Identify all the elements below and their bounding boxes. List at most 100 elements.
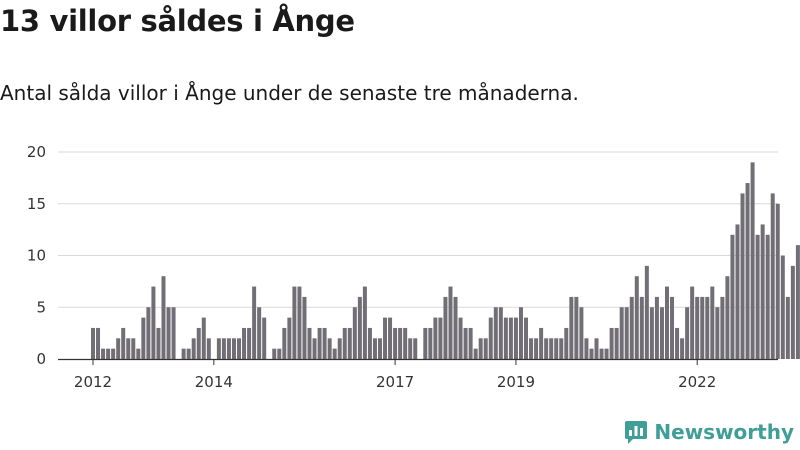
- bar: [609, 327, 614, 359]
- brand-name: Newsworthy: [654, 420, 794, 444]
- bar: [448, 286, 453, 359]
- bar: [312, 338, 317, 359]
- x-tick-label: 2012: [74, 373, 112, 391]
- bar: [619, 307, 624, 359]
- bar: [775, 203, 780, 359]
- bar: [282, 327, 287, 359]
- bar: [332, 348, 337, 359]
- bar: [468, 327, 473, 359]
- bar: [624, 307, 629, 359]
- bar: [136, 348, 141, 359]
- bar: [413, 338, 418, 359]
- gridlines: [58, 151, 778, 308]
- bar: [559, 338, 564, 359]
- bar: [161, 276, 166, 359]
- bar: [685, 307, 690, 359]
- bar: [433, 317, 438, 359]
- bar: [378, 338, 382, 359]
- bar: [237, 338, 242, 359]
- bars: [91, 162, 800, 359]
- bar: [116, 338, 121, 359]
- bar: [383, 317, 388, 359]
- bar: [252, 286, 257, 359]
- bar: [262, 317, 267, 359]
- bar: [493, 307, 498, 359]
- bar: [408, 338, 413, 359]
- bar: [403, 327, 408, 359]
- y-tick-label: 0: [36, 350, 46, 368]
- bar: [664, 286, 669, 359]
- bar: [740, 193, 745, 359]
- bar: [695, 296, 700, 359]
- bar: [196, 327, 201, 359]
- bar: [297, 286, 302, 359]
- x-tick-label: 2017: [376, 373, 414, 391]
- bar: [287, 317, 292, 359]
- bar: [257, 307, 262, 359]
- bar: [654, 296, 659, 359]
- bar: [725, 276, 730, 359]
- bar: [121, 327, 126, 359]
- bar: [216, 338, 221, 359]
- bar: [564, 327, 569, 359]
- bar: [705, 296, 710, 359]
- bar: [151, 286, 156, 359]
- bar: [513, 317, 518, 359]
- bar: [508, 317, 513, 359]
- bar: [307, 327, 312, 359]
- bar: [443, 296, 448, 359]
- bar: [372, 338, 377, 359]
- bar: [579, 307, 584, 359]
- bar: [131, 338, 136, 359]
- brand-logo[interactable]: Newsworthy: [624, 420, 794, 444]
- bar: [503, 317, 508, 359]
- bar: [675, 327, 680, 359]
- bar: [91, 327, 95, 359]
- bar: [589, 348, 594, 359]
- bar: [221, 338, 226, 359]
- bar: [367, 327, 372, 359]
- bar: [604, 348, 609, 359]
- bar: [594, 338, 599, 359]
- bar: [247, 327, 252, 359]
- x-tick-label: 2024: [799, 373, 800, 391]
- x-tick-label: 2019: [497, 373, 535, 391]
- bar: [760, 224, 765, 359]
- bar: [745, 183, 750, 359]
- bar: [544, 338, 549, 359]
- bar: [518, 307, 523, 359]
- bar: [483, 338, 488, 359]
- bar: [272, 348, 277, 359]
- bar: [680, 338, 685, 359]
- bar: [700, 296, 705, 359]
- bar: [438, 317, 443, 359]
- bar: [347, 327, 352, 359]
- bar: [337, 338, 342, 359]
- bar: [639, 296, 644, 359]
- bar: [352, 307, 357, 359]
- y-tick-label: 10: [27, 247, 46, 265]
- bar: [398, 327, 403, 359]
- bar: [488, 317, 493, 359]
- chart-title: 13 villor såldes i Ånge: [0, 4, 355, 38]
- newsworthy-logo-icon: [625, 421, 648, 444]
- bar-chart: 05101520201220142017201920222024 13: [27, 143, 800, 391]
- bar: [554, 338, 559, 359]
- bar: [458, 317, 463, 359]
- bar: [795, 245, 800, 359]
- bar: [755, 234, 760, 359]
- bar: [670, 296, 675, 359]
- bar: [498, 307, 503, 359]
- y-tick-label: 15: [27, 195, 46, 213]
- bar: [141, 317, 146, 359]
- bar: [146, 307, 151, 359]
- bar: [191, 338, 196, 359]
- bar: [649, 307, 654, 359]
- bar: [96, 327, 101, 359]
- bar: [644, 265, 649, 359]
- bar: [549, 338, 554, 359]
- bar: [171, 307, 176, 359]
- bar: [388, 317, 393, 359]
- bar: [614, 327, 619, 359]
- bar: [101, 348, 106, 359]
